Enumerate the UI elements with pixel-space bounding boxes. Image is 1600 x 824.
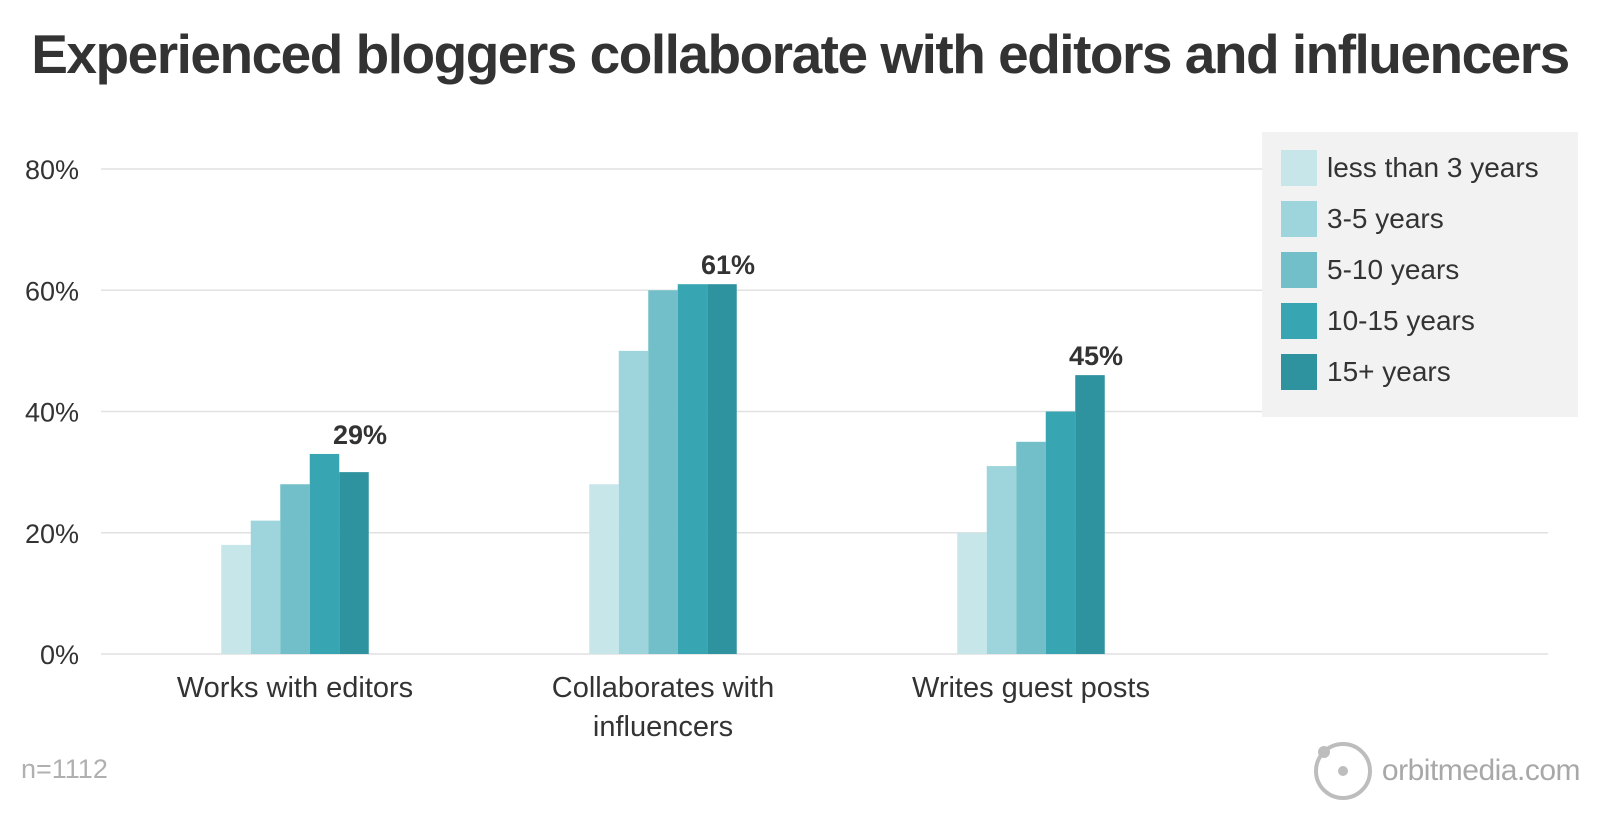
y-tick-label: 60% [25,276,79,306]
y-tick-label: 20% [25,519,79,549]
category-label: Collaborates with [552,672,774,704]
bar [280,484,310,654]
legend-swatch [1281,150,1317,186]
orbit-circle-icon [1313,742,1372,800]
legend-swatch [1281,252,1317,288]
data-label: 29% [333,420,387,450]
legend-label: 10-15 years [1327,305,1475,336]
data-label: 45% [1069,341,1123,371]
legend-swatch [1281,303,1317,339]
legend-item: 15+ years [1281,354,1451,390]
y-tick-label: 80% [25,155,79,185]
chart-title: Experienced bloggers collaborate with ed… [31,23,1570,85]
legend-item: less than 3 years [1281,150,1539,186]
bar [677,284,708,654]
bar [309,453,340,654]
legend-swatch [1281,201,1317,237]
brand-url: orbitmedia.com [1381,754,1581,787]
bar [250,520,281,654]
data-labels: 29% 61% 45% [333,250,1123,450]
bar [618,350,649,654]
bar [339,472,369,654]
sample-size-note: n=1112 [21,754,108,784]
bar [986,466,1017,654]
legend: less than 3 years 3-5 years 5-10 years 10-1… [1262,132,1578,417]
y-axis-tick-labels: 0% 20% 40% 60% 80% [25,155,79,670]
legend-label: 15+ years [1327,356,1451,387]
legend-swatch [1281,354,1317,390]
data-label: 61% [701,250,755,280]
legend-item: 5-10 years [1281,252,1459,288]
legend-label: 5-10 years [1327,254,1460,285]
bar [957,532,987,654]
bar [221,544,251,654]
category-label: Works with editors [177,672,413,704]
bar [1016,441,1046,654]
bar [648,290,678,654]
category-label: Writes guest posts [912,672,1150,704]
bar [1045,411,1076,654]
y-tick-label: 0% [40,640,79,670]
brand-mark: orbitmedia.com [1312,740,1581,802]
bar [707,284,737,654]
legend-item: 3-5 years [1281,201,1444,237]
bars [221,284,1105,654]
bar [1075,375,1105,654]
bar [589,484,619,654]
legend-label: 3-5 years [1327,203,1444,234]
legend-label: less than 3 years [1327,152,1539,183]
legend-item: 10-15 years [1281,303,1475,339]
category-label: influencers [593,711,733,743]
y-tick-label: 40% [25,398,79,428]
category-labels: Works with editors Collaborates with influ… [177,672,1150,743]
